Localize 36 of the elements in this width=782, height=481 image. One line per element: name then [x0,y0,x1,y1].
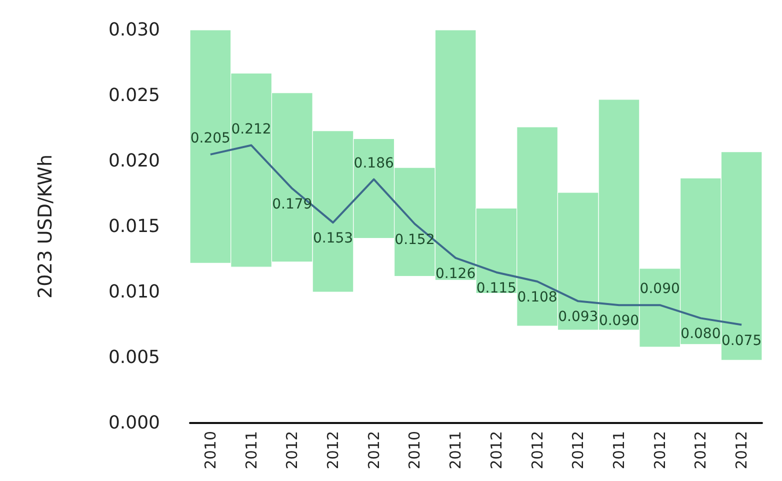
x-tick-label: 2010 [201,431,220,470]
y-tick-label: 0.015 [108,216,160,237]
data-label: 0.090 [640,281,680,298]
x-tick-label: 2011 [446,431,465,470]
y-axis-title: 2023 USD/KWh [34,154,56,299]
x-tick-label: 2011 [242,431,260,470]
x-tick-label: 2012 [732,431,751,470]
data-label: 0.186 [354,155,394,172]
y-tick-label: 0.030 [108,20,160,40]
x-tick-label: 2012 [324,431,342,470]
x-tick-label: 2011 [610,431,628,470]
data-label: 0.153 [312,230,354,247]
data-label: 0.093 [558,309,598,326]
data-label: 0.179 [272,196,312,213]
data-label: 0.212 [231,121,272,138]
x-tick-label: 2010 [406,431,424,470]
y-tick-label: 0.020 [108,150,160,172]
y-tick-label: 0.010 [108,282,160,302]
y-tick-label: 0.005 [108,347,160,368]
x-tick-label: 2012 [364,431,383,470]
x-tick-label: 2012 [650,431,669,470]
data-label: 0.108 [517,290,558,306]
data-label: 0.152 [394,232,435,248]
data-label: 0.115 [476,280,516,296]
data-label: 0.090 [598,313,640,330]
y-tick-label: 0.025 [108,85,160,106]
x-tick-label: 2012 [528,431,546,470]
data-label: 0.080 [680,326,721,342]
x-tick-label: 2012 [569,431,588,470]
x-tick-label: 2012 [692,431,710,470]
x-tick-label: 2012 [283,431,302,470]
data-label: 0.075 [722,332,762,349]
x-tick-label: 2012 [487,431,506,470]
y-tick-label: 0.000 [108,412,160,434]
data-label: 0.126 [436,266,476,282]
data-label: 0.205 [190,130,230,146]
